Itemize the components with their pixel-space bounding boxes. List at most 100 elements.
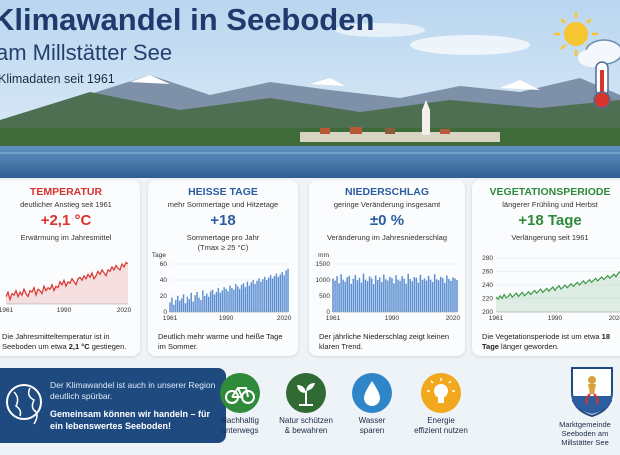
bar: [169, 302, 171, 312]
card-subtitle: mehr Sommertage und Hitzetage: [167, 200, 279, 209]
bar: [395, 275, 397, 312]
card-hot-days: HEISSE TAGE mehr Sommertage und Hitzetag…: [148, 180, 298, 356]
bar: [360, 282, 363, 312]
globe-icon: [6, 384, 42, 425]
bar: [417, 282, 420, 312]
municipality-name: Marktgemeinde Seeboden am Millstätter See: [559, 420, 611, 447]
bar: [202, 290, 204, 312]
bar: [454, 278, 456, 312]
bar: [429, 279, 432, 312]
x-tick-label: 2020: [446, 315, 461, 322]
card-subtitle: längerer Frühling und Herbst: [502, 200, 598, 209]
bar: [231, 288, 233, 312]
sun-icon: [554, 12, 598, 56]
bar: [227, 291, 229, 312]
bar: [194, 295, 196, 312]
card-value: ±0 %: [369, 212, 405, 229]
coat-of-arms-icon: [571, 367, 613, 418]
bar: [275, 273, 278, 312]
bar: [267, 277, 270, 312]
bar: [258, 278, 260, 312]
hero-banner: Klimawandel in Seeboden am Millstätter S…: [0, 0, 620, 178]
bar: [250, 282, 252, 312]
bar: [332, 278, 334, 312]
bar: [401, 276, 403, 312]
bar: [233, 289, 235, 312]
bar: [173, 304, 175, 312]
bar: [423, 278, 426, 312]
bar: [244, 287, 247, 312]
y-tick-label: 240: [482, 282, 493, 289]
bar: [285, 270, 287, 312]
cta-headline: Gemeinsam können wir handeln – für ein l…: [50, 409, 211, 431]
bar: [352, 278, 355, 312]
card-title: TEMPERATUR: [29, 186, 103, 198]
card-precipitation: NIEDERSCHLAG geringe Veränderung insgesa…: [309, 180, 465, 356]
bar: [184, 303, 187, 312]
bar: [248, 285, 251, 312]
action-energy: Energie effizient nutzen: [410, 373, 472, 436]
x-tick-label: 1961: [326, 315, 341, 322]
water-drop-icon: [352, 373, 392, 413]
action-label: Natur schützen & bewahren: [279, 416, 333, 435]
call-to-action-box: Der Klimawandel ist auch in unserer Regi…: [0, 368, 226, 443]
action-label: Nachhaltig unterwegs: [221, 416, 259, 435]
bar: [376, 280, 379, 312]
card-temperature: TEMPERATUR deutlicher Anstieg seit 1961 …: [0, 180, 140, 356]
action-nature: Natur schützen & bewahren: [275, 373, 337, 436]
bar: [188, 299, 191, 312]
precipitation-chart: 0 500 1000 1500 mm 1961 1990 2020: [316, 252, 461, 322]
card-value: +18: [210, 212, 236, 229]
bar: [266, 280, 268, 312]
card-value-desc: Verlängerung seit 1961: [511, 233, 589, 242]
bar: [409, 279, 411, 312]
action-mobility: Nachhaltig unterwegs: [209, 373, 271, 436]
bar: [444, 282, 446, 312]
action-water: Wasser sparen: [341, 373, 403, 436]
bar: [425, 280, 428, 312]
bar: [252, 280, 254, 312]
bar: [236, 286, 239, 312]
card-value: +2,1 °C: [40, 212, 92, 229]
page-subtitle: am Millstätter See: [0, 40, 173, 65]
card-title: NIEDERSCHLAG: [344, 186, 429, 198]
bar: [196, 292, 198, 312]
bar: [433, 274, 436, 312]
bar: [246, 281, 249, 312]
hot-days-chart: 0 20 40 60 Tage 1961 1990 2020: [152, 252, 292, 322]
growing-season-chart: 200 220 240 260 280 1961 1990 2020: [482, 255, 620, 322]
bar: [374, 275, 377, 312]
bar: [215, 292, 218, 312]
x-tick-label: 1990: [219, 315, 234, 322]
bar: [431, 281, 434, 312]
card-title: VEGETATIONSPERIODE: [489, 186, 611, 198]
bar: [439, 276, 442, 312]
bar: [348, 275, 351, 312]
bar: [405, 283, 407, 312]
data-period-note: Klimadaten seit 1961: [0, 72, 115, 86]
card-value-desc: Erwärmung im Jahresmittel: [20, 233, 112, 242]
bar: [269, 275, 272, 312]
bar: [358, 277, 361, 312]
x-tick-label: 1961: [163, 315, 178, 322]
y-tick-label: 0: [163, 309, 167, 316]
x-tick-label: 1961: [489, 315, 504, 322]
bar: [283, 275, 285, 312]
bar: [415, 277, 418, 312]
bar: [178, 300, 181, 312]
bar: [350, 283, 353, 312]
bar: [242, 283, 245, 312]
bar: [411, 281, 414, 312]
bar: [240, 284, 243, 312]
bar: [450, 280, 452, 312]
bar: [419, 274, 422, 312]
bar: [372, 284, 375, 312]
bar: [229, 285, 231, 312]
bar: [175, 300, 177, 312]
bar: [370, 278, 373, 312]
bar: [342, 279, 344, 312]
bar: [356, 280, 359, 312]
cta-text: Der Klimawandel ist auch in unserer Regi…: [50, 380, 216, 401]
bar: [413, 277, 416, 312]
bar: [389, 276, 391, 312]
